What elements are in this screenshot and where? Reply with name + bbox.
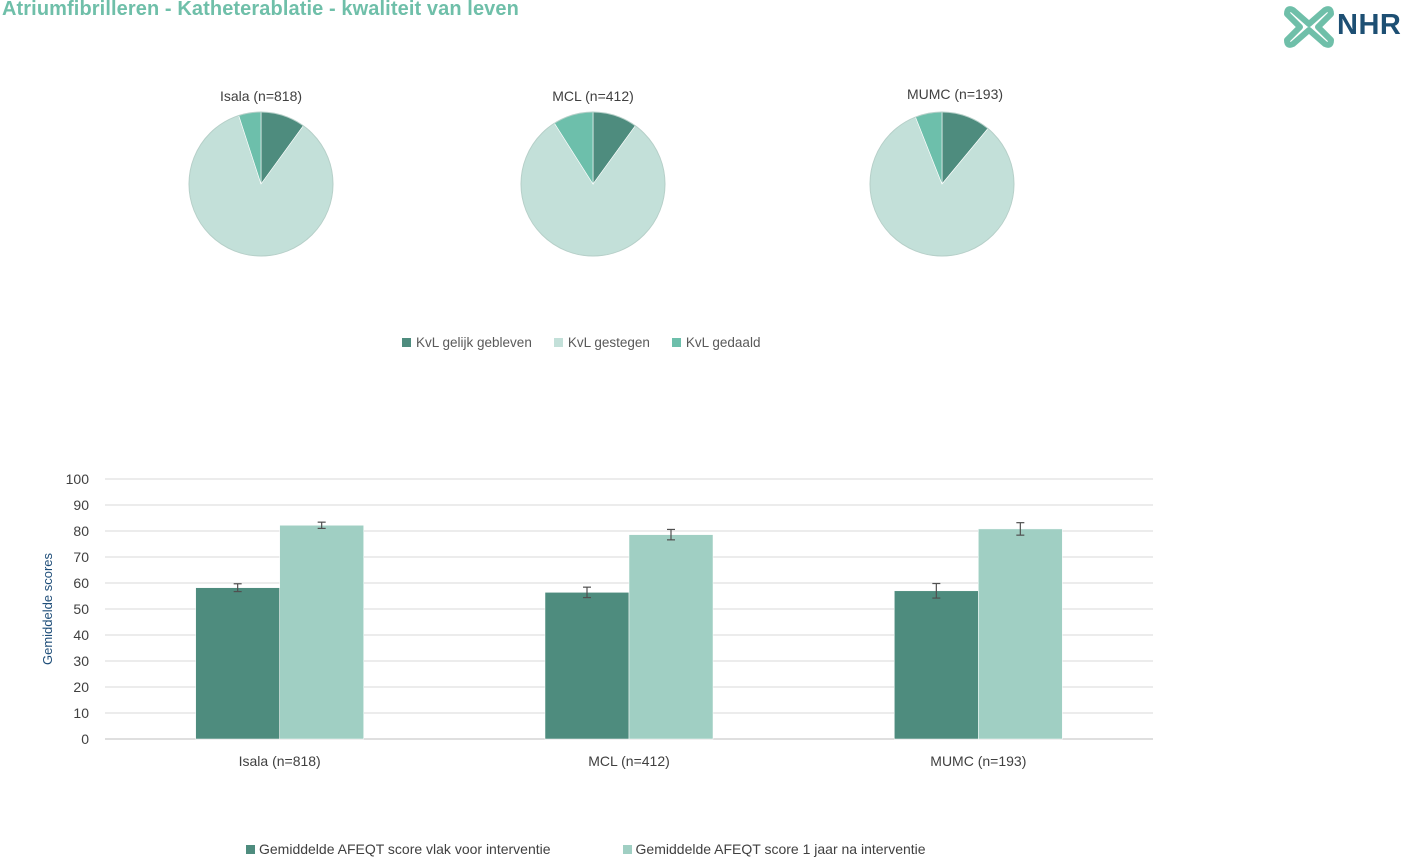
x-tick-label: MCL (n=412) (588, 753, 670, 769)
pie-chart-mcl: MCL (n=412) (493, 88, 693, 278)
legend-label: KvL gestegen (567, 334, 650, 350)
pie-plot (869, 111, 1015, 257)
page-title: Atriumfibrilleren - Katheterablatie - kw… (2, 0, 519, 20)
legend-item-gedaald: KvL gedaald (671, 334, 761, 350)
legend-label: Gemiddelde AFEQT score 1 jaar na interve… (635, 841, 926, 857)
nhr-logo: NHR (1284, 4, 1415, 50)
pie-legend: KvL gelijk gebleven KvL gestegen KvL ged… (402, 333, 782, 351)
bar-legend: Gemiddelde AFEQT score vlak voor interve… (246, 840, 926, 858)
legend-swatch (622, 844, 632, 854)
pie-title: Isala (n=818) (219, 88, 303, 104)
y-tick-label: 70 (73, 549, 89, 565)
x-tick-label: MUMC (n=193) (930, 753, 1026, 769)
legend-swatch (553, 337, 563, 347)
legend-swatch (402, 337, 411, 347)
legend-label: KvL gedaald (685, 334, 761, 350)
y-tick-label: 100 (66, 471, 90, 487)
pie-outline (869, 111, 1015, 257)
bar-before (894, 590, 979, 740)
nhr-cross-icon (1284, 6, 1334, 48)
bar-after (628, 534, 714, 740)
bar-chart: 0 10 20 30 40 50 60 70 80 90 100 Gemiddelde scores I… (40, 471, 1153, 769)
legend-item-gelijk: KvL gelijk gebleven (402, 335, 532, 350)
y-tick-label: 30 (73, 653, 89, 669)
error-bar (317, 521, 326, 530)
y-tick-label: 40 (73, 627, 89, 643)
legend-swatch (671, 337, 681, 347)
pie-title: MCL (n=412) (552, 88, 634, 104)
pie-chart-mumc: MUMC (n=193) (855, 86, 1055, 276)
legend-item-gestegen: KvL gestegen (553, 334, 650, 350)
pie-plot (520, 111, 666, 257)
error-bar (583, 586, 591, 599)
pie-outline (188, 111, 334, 257)
y-tick-label: 80 (73, 523, 89, 539)
pie-outline (520, 111, 666, 257)
bar-after (978, 528, 1063, 740)
y-tick-label: 10 (73, 705, 89, 721)
legend-label: KvL gelijk gebleven (416, 334, 532, 350)
bar-after (279, 525, 364, 740)
y-tick-label: 20 (73, 679, 89, 695)
y-tick-label: 0 (81, 731, 89, 747)
pie-plot (188, 111, 334, 257)
error-bar (1016, 522, 1025, 536)
error-bar (233, 583, 242, 593)
legend-swatch (246, 844, 255, 854)
y-tick-label: 90 (73, 497, 89, 513)
error-bar (932, 582, 941, 599)
y-axis-label: Gemiddelde scores (40, 553, 55, 665)
pie-title: MUMC (n=193) (906, 86, 1004, 102)
x-tick-label: Isala (n=818) (239, 753, 321, 769)
pie-chart-isala: Isala (n=818) (161, 88, 361, 278)
legend-label: Gemiddelde AFEQT score vlak voor interve… (259, 841, 551, 857)
bar-before (544, 592, 630, 740)
legend-item-after: Gemiddelde AFEQT score 1 jaar na interve… (622, 841, 926, 857)
legend-item-before: Gemiddelde AFEQT score vlak voor interve… (246, 841, 551, 857)
bar-before (195, 587, 280, 740)
y-tick-label: 60 (73, 575, 89, 591)
error-bar (667, 528, 675, 541)
logo-text: NHR (1337, 9, 1402, 41)
y-tick-label: 50 (73, 601, 89, 617)
